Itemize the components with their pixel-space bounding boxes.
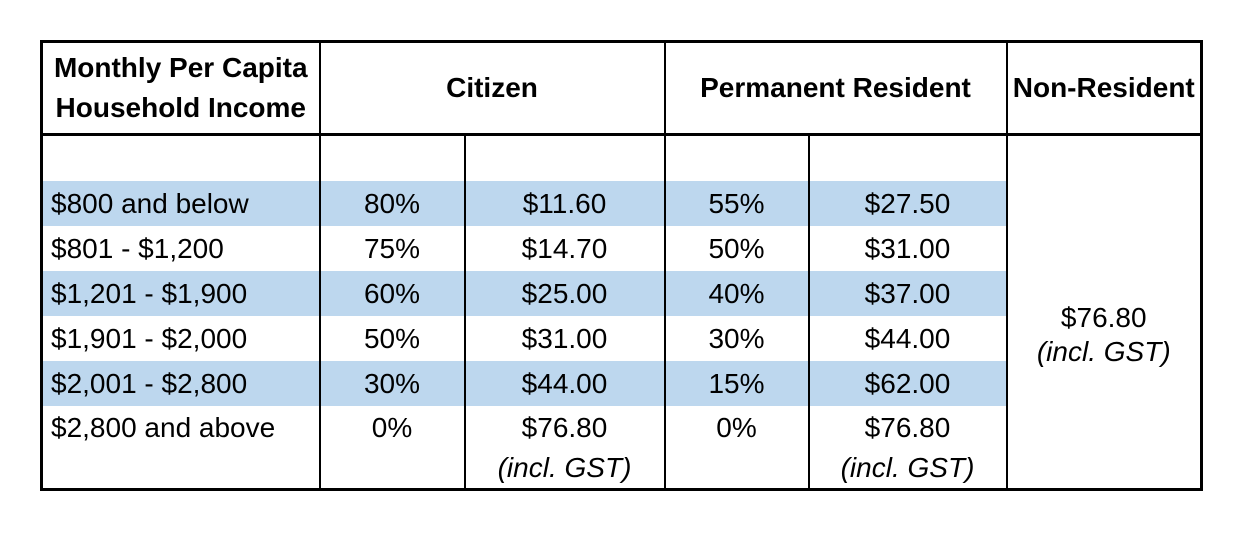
pr-pct-cell: 0% xyxy=(663,406,809,490)
citizen-fee-gst-note: (incl. GST) xyxy=(497,452,632,483)
row-2001-2800: $2,001 - $2,800 30% $44.00 15% $62.00 xyxy=(41,361,1202,406)
pr-fee-cell: $37.00 xyxy=(807,271,1007,316)
income-cell: $1,201 - $1,900 xyxy=(41,271,320,316)
header-income: Monthly Per Capita Household Income xyxy=(41,41,320,136)
pr-pct-cell: 15% xyxy=(663,361,809,406)
header-citizen: Citizen xyxy=(318,41,665,136)
citizen-pct-cell: 75% xyxy=(318,226,465,271)
spacer-row xyxy=(41,134,1202,181)
header-non-resident: Non-Resident xyxy=(1005,41,1202,136)
pr-fee-cell: $44.00 xyxy=(807,316,1007,361)
citizen-pct-cell: 30% xyxy=(318,361,465,406)
row-1901-2000: $1,901 - $2,000 50% $31.00 30% $44.00 xyxy=(41,316,1202,361)
row-2800-and-above: $2,800 and above 0% $76.80 (incl. GST) 0… xyxy=(41,406,1202,490)
header-income-line1: Monthly Per Capita xyxy=(53,52,308,83)
header-permanent-resident: Permanent Resident xyxy=(663,41,1007,136)
non-resident-fee: $76.80 xyxy=(1060,301,1147,333)
spacer-cell-pr-pct xyxy=(663,134,809,181)
header-row: Monthly Per Capita Household Income Citi… xyxy=(41,41,1202,136)
pr-pct-cell: 30% xyxy=(663,316,809,361)
citizen-fee-cell: $76.80 (incl. GST) xyxy=(463,406,665,490)
income-cell: $2,001 - $2,800 xyxy=(41,361,320,406)
citizen-fee-cell: $14.70 xyxy=(463,226,665,271)
citizen-pct-cell: 50% xyxy=(318,316,465,361)
income-cell: $1,901 - $2,000 xyxy=(41,316,320,361)
pr-pct-cell: 40% xyxy=(663,271,809,316)
pr-pct-cell: 50% xyxy=(663,226,809,271)
non-resident-fee-cell: $76.80 (incl. GST) xyxy=(1005,181,1202,490)
citizen-fee-cell: $25.00 xyxy=(463,271,665,316)
citizen-pct-cell: 0% xyxy=(318,406,465,490)
citizen-fee: $76.80 xyxy=(521,412,608,443)
header-income-line2: Household Income xyxy=(55,92,306,123)
spacer-cell-citizen-pct xyxy=(318,134,465,181)
row-1201-1900: $1,201 - $1,900 60% $25.00 40% $37.00 xyxy=(41,271,1202,316)
income-cell: $801 - $1,200 xyxy=(41,226,320,271)
spacer-cell-citizen-fee xyxy=(463,134,665,181)
row-800-and-below: $800 and below 80% $11.60 55% $27.50 $76… xyxy=(41,181,1202,490)
non-resident-gst-note: (incl. GST) xyxy=(1036,335,1171,367)
spacer-cell-non-resident xyxy=(1005,134,1202,181)
spacer-cell-pr-fee xyxy=(807,134,1007,181)
pr-fee-cell: $31.00 xyxy=(807,226,1007,271)
pr-fee-cell: $27.50 xyxy=(807,181,1007,226)
pr-fee-gst-note: (incl. GST) xyxy=(840,452,975,483)
pr-fee-cell: $62.00 xyxy=(807,361,1007,406)
citizen-pct-cell: 60% xyxy=(318,271,465,316)
citizen-fee-cell: $44.00 xyxy=(463,361,665,406)
citizen-pct-cell: 80% xyxy=(318,181,465,226)
pr-fee: $76.80 xyxy=(864,412,951,443)
row-801-1200: $801 - $1,200 75% $14.70 50% $31.00 xyxy=(41,226,1202,271)
pr-pct-cell: 55% xyxy=(663,181,809,226)
citizen-fee-cell: $11.60 xyxy=(463,181,665,226)
pr-fee-cell: $76.80 (incl. GST) xyxy=(807,406,1007,490)
income-cell: $800 and below xyxy=(41,181,320,226)
spacer-cell-income xyxy=(41,134,320,181)
subsidy-fee-table: Monthly Per Capita Household Income Citi… xyxy=(40,40,1203,491)
citizen-fee-cell: $31.00 xyxy=(463,316,665,361)
income-cell: $2,800 and above xyxy=(41,406,320,490)
